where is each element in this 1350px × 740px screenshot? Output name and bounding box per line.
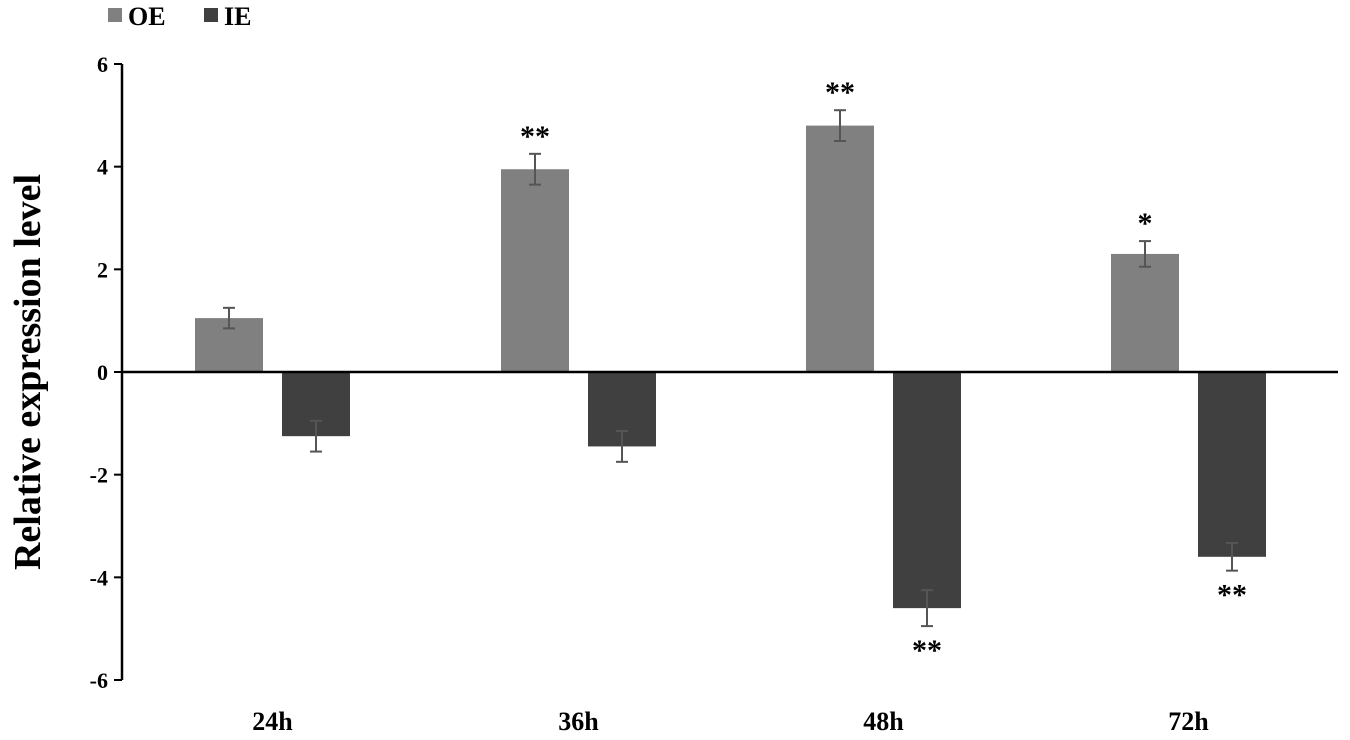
y-tick-label: 6	[97, 52, 108, 77]
significance-label: **	[520, 120, 550, 153]
bar-ie-72h	[1198, 372, 1266, 557]
x-tick-label: 48h	[863, 707, 904, 736]
x-tick-label: 72h	[1168, 707, 1209, 736]
significance-label: **	[1217, 579, 1247, 612]
y-tick-label: -2	[90, 463, 108, 488]
y-tick-label: -4	[90, 565, 108, 590]
y-tick-label: 2	[97, 257, 108, 282]
bar-oe-36h	[501, 169, 569, 372]
significance-label: **	[825, 76, 855, 109]
significance-label: **	[912, 634, 942, 667]
significance-label: *	[1138, 207, 1153, 240]
bar-oe-72h	[1111, 253, 1179, 372]
bars: *********	[195, 76, 1266, 667]
x-tick-label: 24h	[252, 707, 293, 736]
category-labels: 24h 36h 48h 72h	[252, 707, 1209, 736]
legend: OE IE	[108, 2, 251, 31]
y-axis: 6 4 2 0 -2 -4 -6	[90, 52, 124, 693]
y-tick-label: 4	[97, 155, 108, 180]
bar-oe-48h	[806, 125, 874, 372]
legend-label: IE	[224, 2, 251, 31]
legend-label: OE	[128, 2, 166, 31]
y-tick-label: 0	[97, 360, 108, 385]
x-tick-label: 36h	[558, 707, 599, 736]
y-axis-label: Relative expression level	[7, 174, 49, 570]
y-tick-label: -6	[90, 668, 108, 693]
legend-swatch	[108, 8, 122, 22]
bar-ie-48h	[893, 372, 961, 609]
legend-swatch	[204, 8, 218, 22]
